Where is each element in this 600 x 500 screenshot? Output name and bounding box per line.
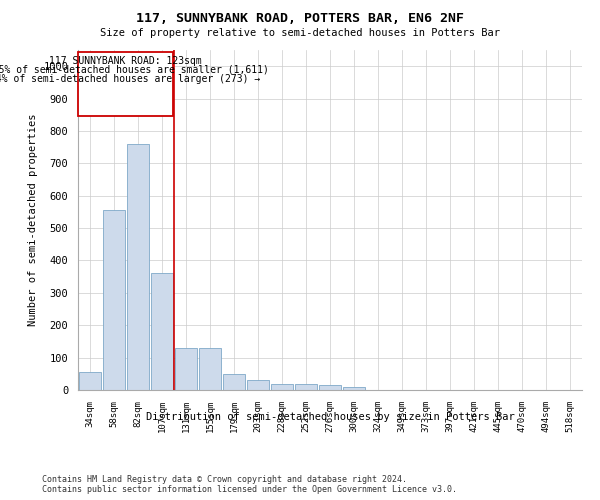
Bar xyxy=(319,385,341,390)
Text: Distribution of semi-detached houses by size in Potters Bar: Distribution of semi-detached houses by … xyxy=(146,412,514,422)
Y-axis label: Number of semi-detached properties: Number of semi-detached properties xyxy=(28,114,38,326)
Bar xyxy=(79,372,101,390)
Text: 117 SUNNYBANK ROAD: 123sqm: 117 SUNNYBANK ROAD: 123sqm xyxy=(49,56,202,66)
Text: Size of property relative to semi-detached houses in Potters Bar: Size of property relative to semi-detach… xyxy=(100,28,500,38)
Bar xyxy=(199,348,221,390)
Text: Contains public sector information licensed under the Open Government Licence v3: Contains public sector information licen… xyxy=(42,485,457,494)
Bar xyxy=(103,210,125,390)
Text: Contains HM Land Registry data © Crown copyright and database right 2024.: Contains HM Land Registry data © Crown c… xyxy=(42,475,407,484)
Bar xyxy=(175,348,197,390)
Text: ← 85% of semi-detached houses are smaller (1,611): ← 85% of semi-detached houses are smalle… xyxy=(0,64,269,74)
Bar xyxy=(223,374,245,390)
Bar xyxy=(295,384,317,390)
Bar xyxy=(271,384,293,390)
Bar xyxy=(343,387,365,390)
Text: 14% of semi-detached houses are larger (273) →: 14% of semi-detached houses are larger (… xyxy=(0,74,260,85)
Bar xyxy=(151,274,173,390)
Bar xyxy=(247,380,269,390)
FancyBboxPatch shape xyxy=(78,52,173,116)
Bar xyxy=(127,144,149,390)
Text: 117, SUNNYBANK ROAD, POTTERS BAR, EN6 2NF: 117, SUNNYBANK ROAD, POTTERS BAR, EN6 2N… xyxy=(136,12,464,26)
